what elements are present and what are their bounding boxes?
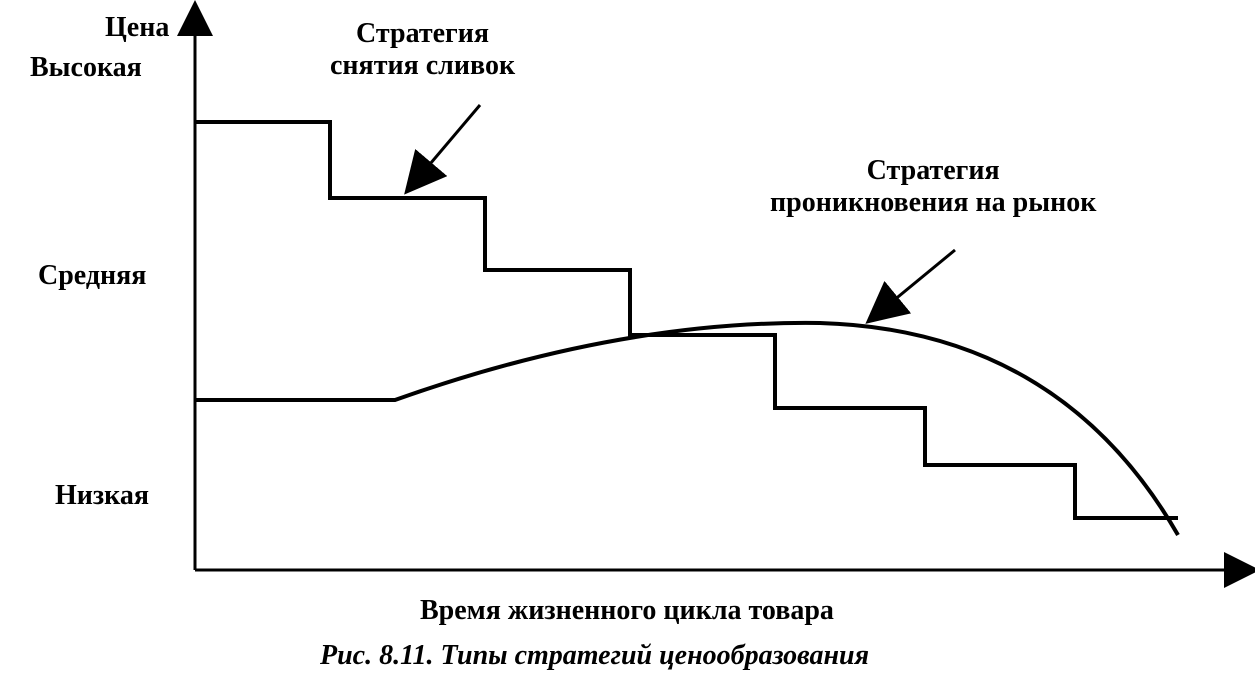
series-penetration-curve bbox=[195, 323, 1178, 535]
series-label-skimming: Стратегия снятия сливок bbox=[330, 18, 515, 82]
callout-arrow-penetration bbox=[870, 250, 955, 320]
y-tick-mid: Средняя bbox=[38, 260, 146, 292]
series-label-skimming-line2: снятия сливок bbox=[330, 50, 515, 81]
callout-arrow-skimming bbox=[408, 105, 480, 190]
series-label-penetration-line1: Стратегия bbox=[867, 155, 1000, 186]
chart-svg bbox=[0, 0, 1255, 681]
y-tick-low: Низкая bbox=[55, 480, 149, 512]
series-label-penetration-line2: проникновения на рынок bbox=[770, 187, 1096, 218]
chart-container: Цена Высокая Средняя Низкая Стратегия сн… bbox=[0, 0, 1255, 681]
series-label-skimming-line1: Стратегия bbox=[356, 18, 489, 49]
x-axis-title: Время жизненного цикла товара bbox=[420, 595, 834, 627]
y-tick-high: Высокая bbox=[30, 52, 142, 84]
y-axis-title: Цена bbox=[105, 12, 169, 44]
series-label-penetration: Стратегия проникновения на рынок bbox=[770, 155, 1096, 219]
figure-caption: Рис. 8.11. Типы стратегий ценообразовани… bbox=[320, 640, 869, 672]
